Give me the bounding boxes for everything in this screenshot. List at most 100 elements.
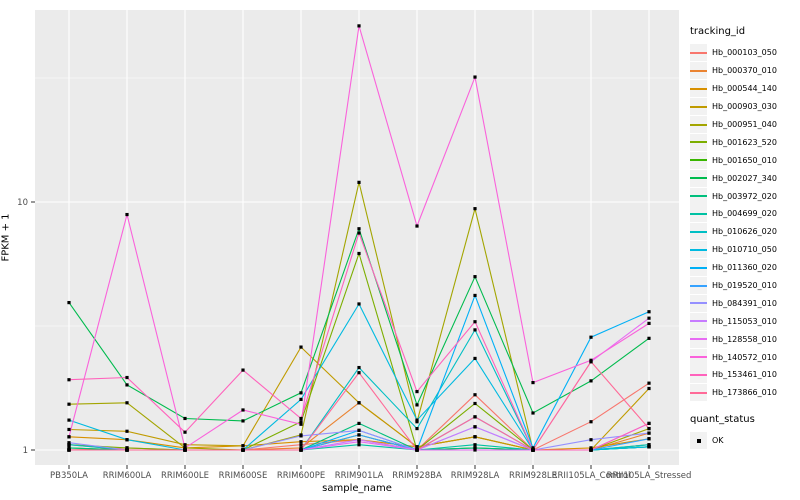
legend-item-label: Hb_000951_040 xyxy=(712,120,777,129)
legend-item-Hb_010710_050: Hb_010710_050 xyxy=(690,241,800,259)
data-point xyxy=(357,421,361,426)
data-point xyxy=(125,212,129,217)
data-point xyxy=(125,375,129,380)
legend-item-label: Hb_000103_050 xyxy=(712,48,777,58)
data-point xyxy=(473,75,477,79)
legend-key-box xyxy=(690,330,707,348)
y-axis-title: FPKM + 1 xyxy=(0,213,12,262)
legend-key-box xyxy=(690,187,707,205)
legend-title-tracking-id: tracking_id xyxy=(690,26,746,37)
data-point xyxy=(299,416,303,421)
data-point xyxy=(473,443,477,447)
legend-item-Hb_010626_020: Hb_010626_020 xyxy=(690,223,800,241)
data-point xyxy=(125,438,129,442)
data-point xyxy=(241,419,245,423)
data-point xyxy=(125,446,129,450)
data-point xyxy=(67,441,71,445)
legend-item-label: Hb_128558_010 xyxy=(712,334,777,344)
data-point xyxy=(125,383,129,387)
legend-key-line-icon xyxy=(690,338,707,341)
legend-key-line-icon xyxy=(690,230,707,233)
legend-key-line-icon xyxy=(690,87,707,90)
legend-key-line-icon xyxy=(690,159,707,162)
legend-key-line-icon xyxy=(690,123,707,126)
legend-key-box xyxy=(690,312,707,330)
data-point xyxy=(183,416,187,421)
legend-item-list: Hb_000103_050 Hb_000370_010 Hb_000544_140 H… xyxy=(690,44,800,402)
legend-key-line-icon xyxy=(690,391,707,394)
data-point xyxy=(357,371,361,375)
legend-item-Hb_004699_020: Hb_004699_020 xyxy=(690,205,800,223)
legend: tracking_id Hb_000103_050 Hb_000370_010 Hb… xyxy=(690,26,800,450)
legend-item-label: Hb_084391_010 xyxy=(712,298,777,308)
data-point xyxy=(299,443,303,447)
legend-item-label: Hb_003972_020 xyxy=(712,191,777,201)
data-point xyxy=(357,231,361,235)
legend-item-Hb_115053_010: Hb_115053_010 xyxy=(690,312,800,330)
data-point xyxy=(357,227,361,231)
legend-key-box xyxy=(690,223,707,241)
data-point xyxy=(241,448,245,452)
data-point xyxy=(589,379,593,383)
x-tick-label: RRIM928LE xyxy=(509,471,557,481)
data-point xyxy=(647,381,651,385)
data-point xyxy=(415,418,419,422)
data-point xyxy=(647,386,651,391)
x-tick-label: RRIM600LA xyxy=(103,471,152,481)
data-point xyxy=(647,443,651,447)
legend-key-line-icon xyxy=(690,51,707,54)
legend-key-box xyxy=(690,348,707,366)
legend-key-box xyxy=(690,80,707,98)
data-point xyxy=(415,224,419,228)
data-point xyxy=(125,401,129,405)
data-point xyxy=(473,435,477,439)
legend-key-line-icon xyxy=(690,212,707,215)
data-point xyxy=(647,445,651,449)
legend-item-Hb_000103_050: Hb_000103_050 xyxy=(690,44,800,62)
legend-key-box xyxy=(690,277,707,295)
x-tick-label: RRIM901LA xyxy=(335,471,384,481)
data-point xyxy=(357,180,361,184)
data-point xyxy=(473,401,477,406)
legend-item-Hb_000370_010: Hb_000370_010 xyxy=(690,62,800,80)
x-tick-label: RRII105LA_Stressed xyxy=(607,471,692,481)
data-point xyxy=(299,420,303,424)
data-point xyxy=(67,443,71,447)
data-point xyxy=(415,389,419,394)
data-point xyxy=(125,448,129,452)
data-point xyxy=(473,425,477,429)
data-point xyxy=(67,402,71,406)
legend-item-label: Hb_115053_010 xyxy=(712,316,777,326)
x-tick-label: RRIM600SE xyxy=(219,471,268,481)
legend-item-label: Hb_000370_010 xyxy=(712,66,777,76)
legend-key-box xyxy=(690,432,707,450)
legend-key-line-icon xyxy=(690,284,707,287)
data-point xyxy=(473,356,477,361)
legend-item-Hb_140572_010: Hb_140572_010 xyxy=(690,348,800,366)
legend-item-label: Hb_000903_030 xyxy=(712,102,777,112)
legend-item-ok: OK xyxy=(690,432,800,450)
legend-key-box xyxy=(690,169,707,187)
data-point xyxy=(67,446,71,450)
legend-item-label: Hb_153461_010 xyxy=(712,370,777,380)
data-point xyxy=(531,411,535,415)
data-point xyxy=(299,345,303,349)
data-point xyxy=(299,391,303,395)
data-point xyxy=(357,438,361,442)
data-point xyxy=(299,446,303,450)
legend-item-Hb_011360_020: Hb_011360_020 xyxy=(690,259,800,277)
legend-item-Hb_000544_140: Hb_000544_140 xyxy=(690,80,800,98)
data-point xyxy=(67,448,71,452)
data-point xyxy=(67,418,71,422)
x-tick-label: RRIM928BA xyxy=(392,471,442,481)
data-point xyxy=(473,446,477,450)
data-point xyxy=(531,380,535,385)
legend-key-line-icon xyxy=(690,320,707,323)
data-point xyxy=(67,427,71,432)
data-point xyxy=(67,435,71,439)
data-point xyxy=(473,275,477,279)
legend-key-box xyxy=(690,151,707,169)
legend-item-label: Hb_010626_020 xyxy=(712,227,777,237)
data-point xyxy=(357,365,361,370)
